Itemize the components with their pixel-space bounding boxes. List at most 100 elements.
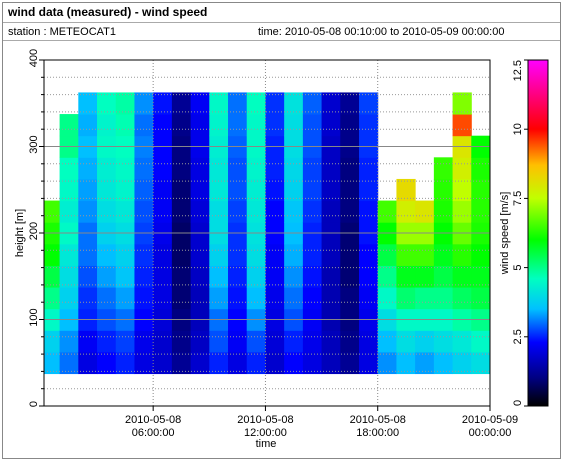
heat-cell xyxy=(433,243,454,266)
heat-cell xyxy=(471,243,491,266)
heat-cell xyxy=(246,178,266,202)
heat-cell xyxy=(44,265,61,288)
x-tick-label: 2010-05-08 18:00:00 xyxy=(350,414,406,439)
heat-cell xyxy=(44,200,61,223)
heat-cell xyxy=(359,265,379,288)
heat-cell xyxy=(452,114,472,137)
heat-cell xyxy=(452,330,472,353)
heat-cell xyxy=(284,330,304,353)
heat-cell xyxy=(284,200,304,223)
heat-cell xyxy=(302,114,323,137)
heat-cell xyxy=(134,287,154,310)
heat-cell xyxy=(44,243,61,266)
heat-cell xyxy=(134,178,154,202)
heat-cell xyxy=(228,287,248,310)
heat-cell xyxy=(433,178,454,202)
heat-cell xyxy=(471,330,491,353)
heat-cell xyxy=(97,287,117,310)
y-tick-label: 200 xyxy=(28,222,40,240)
heat-cell xyxy=(433,200,454,223)
heat-cell xyxy=(246,351,266,375)
heat-cell xyxy=(359,114,379,137)
heat-cell xyxy=(415,243,435,266)
heat-cell xyxy=(415,330,435,353)
heat-cell xyxy=(228,178,248,202)
heat-cell xyxy=(190,92,210,115)
heat-cell xyxy=(134,330,154,353)
heat-cell xyxy=(78,330,98,353)
heat-cell xyxy=(452,243,472,266)
heat-cell xyxy=(209,114,229,137)
heat-cell xyxy=(302,178,323,202)
heat-cell xyxy=(97,243,117,266)
heat-cell xyxy=(134,200,154,223)
heat-cell xyxy=(153,178,173,202)
heat-cell xyxy=(228,330,248,353)
heat-cell xyxy=(246,243,266,266)
heat-cell xyxy=(190,200,210,223)
heat-cell xyxy=(302,157,323,180)
heat-cell xyxy=(209,157,229,180)
heat-cell xyxy=(321,200,341,223)
heat-cell xyxy=(209,287,229,310)
heat-cell xyxy=(134,243,154,266)
heat-cell xyxy=(265,200,285,223)
chart-title: wind data (measured) - wind speed xyxy=(7,5,207,19)
heat-cell xyxy=(171,287,192,310)
heat-cell xyxy=(452,200,472,223)
heat-cell xyxy=(171,351,192,375)
y-tick-label: 100 xyxy=(28,308,40,326)
heat-cell xyxy=(302,330,323,353)
heat-cell xyxy=(265,92,285,115)
heat-cell xyxy=(396,330,416,353)
heat-cell xyxy=(153,351,173,375)
heat-cell xyxy=(153,330,173,353)
heat-cell xyxy=(359,330,379,353)
x-axis-label: time xyxy=(256,438,277,450)
heat-cell xyxy=(59,178,79,202)
heat-cell xyxy=(415,287,435,310)
heat-cell xyxy=(246,114,266,137)
heat-cell xyxy=(59,243,79,266)
heat-cell xyxy=(97,351,117,375)
heat-cell xyxy=(78,92,98,115)
heat-cell xyxy=(302,92,323,115)
heat-cell xyxy=(44,351,61,375)
heat-cell xyxy=(340,200,360,223)
heat-cell xyxy=(209,265,229,288)
heat-cell xyxy=(228,265,248,288)
colorbar-tick-label: 2.5 xyxy=(512,329,524,344)
heat-cell xyxy=(59,351,79,375)
heat-cell xyxy=(452,287,472,310)
heat-cell xyxy=(228,157,248,180)
heat-cell xyxy=(433,287,454,310)
heat-cell xyxy=(265,114,285,137)
heat-cell xyxy=(302,287,323,310)
heat-cell xyxy=(246,330,266,353)
heat-cell xyxy=(321,92,341,115)
heat-cell xyxy=(340,178,360,202)
heat-cell xyxy=(321,157,341,180)
heat-cell xyxy=(359,287,379,310)
heat-cell xyxy=(115,330,135,353)
heat-cell xyxy=(78,265,98,288)
heat-cell xyxy=(44,287,61,310)
heat-cell xyxy=(284,114,304,137)
heat-cell xyxy=(396,351,416,375)
heat-cell xyxy=(246,200,266,223)
heat-cell xyxy=(97,114,117,137)
heat-cell xyxy=(246,265,266,288)
heat-cell xyxy=(171,92,192,115)
heat-cell xyxy=(97,200,117,223)
heat-cell xyxy=(452,265,472,288)
heat-cell xyxy=(359,200,379,223)
heat-cell xyxy=(97,157,117,180)
heat-cell xyxy=(471,200,491,223)
heat-cell xyxy=(171,265,192,288)
heat-cell xyxy=(115,351,135,375)
plot-frame xyxy=(43,59,491,407)
heat-cell xyxy=(246,287,266,310)
heat-cell xyxy=(59,157,79,180)
heat-cell xyxy=(190,114,210,137)
colorbar-tick-label: 5 xyxy=(512,265,524,271)
